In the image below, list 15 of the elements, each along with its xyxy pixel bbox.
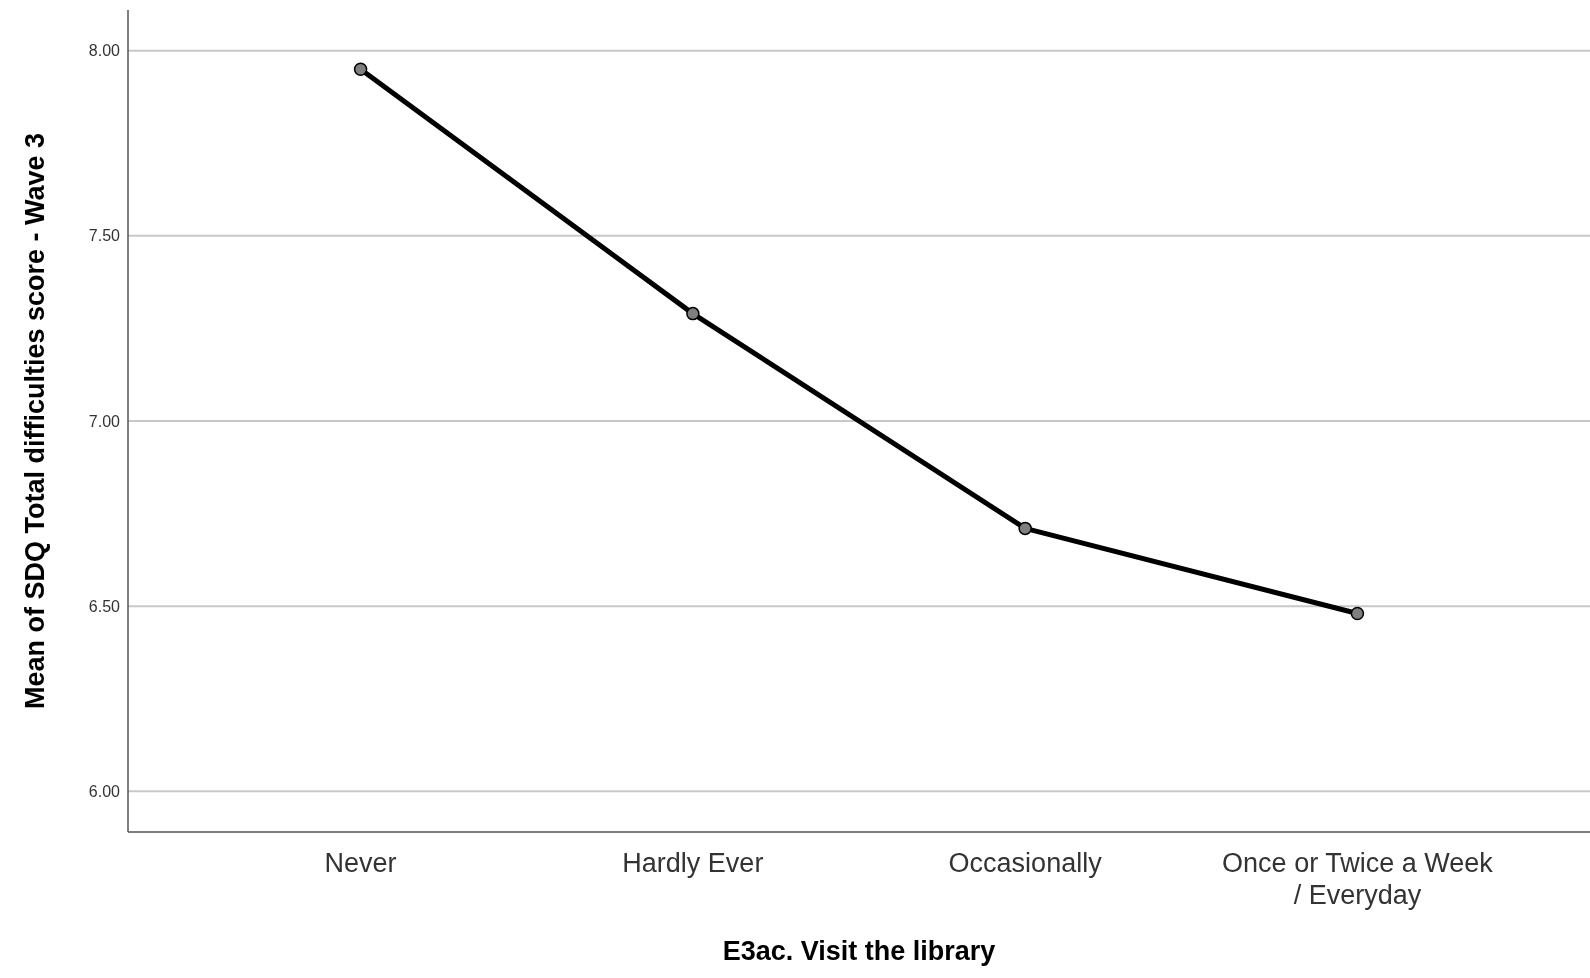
x-tick-label: Never (324, 848, 397, 878)
y-tick-label: 7.50 (88, 227, 121, 245)
x-tick-label: Hardly Ever (622, 848, 764, 878)
x-tick-label: Once or Twice a Week / Everyday (1222, 848, 1494, 910)
y-tick-label: 7.00 (88, 412, 121, 430)
y-axis-title: Mean of SDQ Total difficulties score - Wave 3 (20, 132, 50, 710)
point (1018, 521, 1032, 536)
point (353, 62, 368, 76)
y-tick-label: 6.50 (88, 597, 121, 615)
point (1350, 606, 1365, 621)
x-axis-title: E3ac. Visit the library (722, 936, 996, 966)
x-tick-label: Occasionally (948, 848, 1103, 878)
y-tick-label: 6.00 (88, 782, 121, 800)
y-tick-label: 8.00 (88, 42, 121, 60)
point (686, 306, 700, 321)
